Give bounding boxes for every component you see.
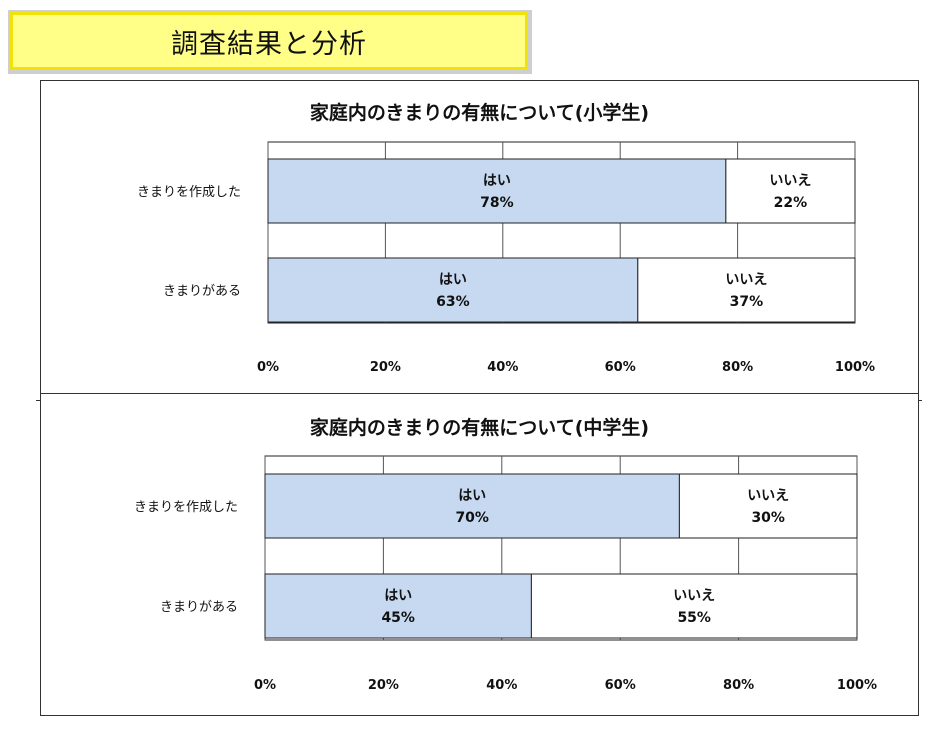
category-label: きまりを作成した — [134, 500, 238, 515]
category-label: きまりがある — [163, 284, 241, 299]
bar-segment-no — [678, 473, 858, 539]
series-name-label: はい — [483, 173, 511, 189]
chart-panel-elementary: 家庭内のきまりの有無について(小学生) 0% 20% 40% 60% 80% 100% きま… — [40, 80, 919, 393]
x-tick-label: 60% — [605, 678, 636, 693]
x-tick-label: 0% — [257, 360, 279, 375]
x-tick-label: 100% — [837, 678, 877, 693]
chart-panel-junior-high: 家庭内のきまりの有無について(中学生) 0% 20% 40% 60% 80% 100% きま… — [40, 393, 919, 716]
x-tick-label: 20% — [368, 678, 399, 693]
series-name-label: いいえ — [747, 488, 789, 504]
series-name-label: いいえ — [725, 272, 767, 288]
chart-elementary: 0% 20% 40% 60% 80% 100%きまりを作成したはい78%いいえ22%きまり… — [137, 141, 875, 375]
series-name-label: いいえ — [673, 588, 715, 604]
data-value-label: 70% — [455, 510, 489, 526]
chart-junior-high: 0% 20% 40% 60% 80% 100%きまりを作成したはい70%いいえ30%きまり… — [134, 455, 877, 693]
data-value-label: 45% — [381, 610, 415, 626]
category-label: きまりを作成した — [137, 185, 241, 200]
chart-title-elementary: 家庭内のきまりの有無について(小学生) — [309, 102, 650, 124]
data-value-label: 78% — [480, 195, 514, 211]
x-tick-label: 40% — [486, 678, 517, 693]
page-title-shadow: 調査結果と分析 — [8, 10, 532, 74]
x-tick-label: 20% — [370, 360, 401, 375]
bar-segment-yes — [264, 473, 680, 539]
x-tick-label: 100% — [835, 360, 875, 375]
bar-segment-yes — [267, 257, 639, 323]
page-title: 調査結果と分析 — [10, 12, 528, 70]
chart-title-junior-high: 家庭内のきまりの有無について(中学生) — [309, 417, 650, 439]
bar-segment-yes — [267, 158, 727, 224]
x-tick-label: 60% — [605, 360, 636, 375]
category-label: きまりがある — [160, 600, 238, 615]
bar-segment-no — [637, 257, 856, 323]
bar-segment-yes — [264, 573, 532, 639]
series-name-label: はい — [439, 272, 467, 288]
data-value-label: 55% — [677, 610, 711, 626]
x-tick-label: 80% — [722, 360, 753, 375]
data-value-label: 30% — [751, 510, 785, 526]
series-name-label: いいえ — [769, 173, 811, 189]
series-name-label: はい — [384, 588, 412, 604]
x-tick-label: 80% — [723, 678, 754, 693]
data-value-label: 22% — [774, 195, 808, 211]
series-name-label: はい — [458, 488, 486, 504]
data-value-label: 37% — [730, 294, 764, 310]
x-tick-label: 40% — [487, 360, 518, 375]
bar-segment-no — [725, 158, 856, 224]
data-value-label: 63% — [436, 294, 470, 310]
x-tick-label: 0% — [254, 678, 276, 693]
bar-segment-no — [530, 573, 858, 639]
